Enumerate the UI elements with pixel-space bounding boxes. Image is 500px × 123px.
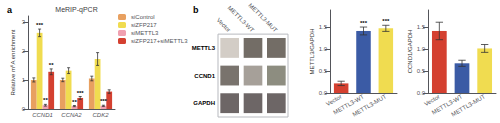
svg-text:METTL3: METTL3 xyxy=(192,45,216,51)
svg-text:0.0: 0.0 xyxy=(319,90,328,96)
svg-text:1.0: 1.0 xyxy=(319,46,328,52)
svg-text:METTL3-MUT: METTL3-MUT xyxy=(450,93,486,117)
svg-text:METTL3-MUT: METTL3-MUT xyxy=(352,93,388,117)
svg-text:METTL3-WT: METTL3-WT xyxy=(226,4,256,34)
svg-text:***: *** xyxy=(77,90,85,96)
svg-text:METTL3-WT: METTL3-WT xyxy=(332,93,365,116)
svg-text:METTL3-MUT: METTL3-MUT xyxy=(247,2,278,33)
svg-text:CCND1/GAPDH: CCND1/GAPDH xyxy=(407,30,413,74)
svg-text:0: 0 xyxy=(22,106,26,112)
svg-text:CCND1: CCND1 xyxy=(194,73,215,79)
svg-text:0.0: 0.0 xyxy=(417,90,426,96)
svg-text:0.5: 0.5 xyxy=(319,68,328,74)
svg-text:GAPDH: GAPDH xyxy=(193,100,215,106)
svg-text:CCND1: CCND1 xyxy=(32,112,53,118)
svg-text:**: ** xyxy=(49,62,54,68)
svg-text:Vector: Vector xyxy=(423,93,441,107)
svg-text:1: 1 xyxy=(22,77,26,83)
svg-text:a: a xyxy=(7,5,13,15)
svg-text:0.5: 0.5 xyxy=(417,68,426,74)
svg-text:Relative m⁶A enrichment: Relative m⁶A enrichment xyxy=(10,29,16,95)
svg-text:CDK2: CDK2 xyxy=(92,112,109,118)
svg-text:**: ** xyxy=(43,97,48,103)
svg-text:METTL3/GAPDH: METTL3/GAPDH xyxy=(309,28,315,74)
svg-text:METTL3-WT: METTL3-WT xyxy=(430,93,464,116)
svg-text:1.5: 1.5 xyxy=(319,24,328,30)
svg-text:1.0: 1.0 xyxy=(417,46,426,52)
svg-text:***: *** xyxy=(382,18,390,24)
svg-text:3: 3 xyxy=(22,19,26,25)
svg-text:siZFP217: siZFP217 xyxy=(131,22,157,28)
svg-text:Vector: Vector xyxy=(325,93,343,108)
svg-text:MeRIP-qPCR: MeRIP-qPCR xyxy=(55,6,97,14)
svg-text:***: *** xyxy=(100,98,108,104)
svg-text:CCNA2: CCNA2 xyxy=(61,112,82,118)
svg-text:Vector: Vector xyxy=(216,17,232,33)
svg-text:siControl: siControl xyxy=(131,14,155,20)
svg-text:2: 2 xyxy=(22,48,26,54)
svg-text:siZFP217+siMETTL3: siZFP217+siMETTL3 xyxy=(131,38,188,44)
svg-text:b: b xyxy=(193,5,199,15)
svg-text:1.5: 1.5 xyxy=(417,24,426,30)
svg-text:**: ** xyxy=(72,99,77,105)
svg-text:siMETTL3: siMETTL3 xyxy=(131,30,159,36)
svg-text:***: *** xyxy=(36,22,44,28)
svg-text:***: *** xyxy=(360,20,368,26)
